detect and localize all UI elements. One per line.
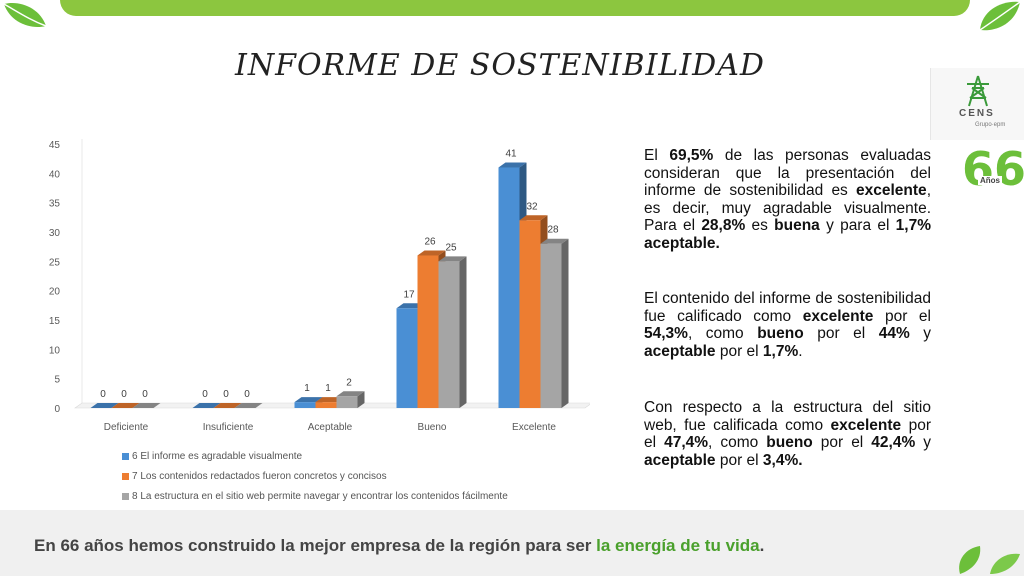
summary-paragraph-presentation: El 69,5% de las personas evaluadas consi… (644, 147, 932, 252)
legend-label-series-8: 8 La estructura en el sitio web permite … (132, 490, 508, 502)
bar (315, 402, 337, 408)
bar (417, 255, 439, 408)
x-tick-label: Bueno (418, 422, 447, 433)
bar-top (234, 403, 263, 408)
footer-tagline: En 66 años hemos construido la mejor emp… (34, 536, 765, 555)
anniversary-66-badge: 66 Años (960, 142, 1024, 200)
data-label: 28 (547, 225, 559, 236)
x-tick-label: Aceptable (308, 422, 353, 433)
anniversary-number: 66 (962, 142, 1024, 196)
summary-paragraph-structure: Con respecto a la estructura del sitio w… (644, 399, 931, 469)
y-tick-label: 5 (54, 375, 60, 386)
bar (540, 243, 562, 408)
bar (519, 220, 541, 408)
y-tick-label: 0 (54, 404, 60, 415)
bar-top (132, 403, 161, 408)
bar-side (459, 256, 467, 408)
data-label: 2 (346, 377, 352, 388)
bar (438, 261, 460, 408)
bar (336, 396, 358, 408)
legend-item-series-8: 8 La estructura en el sitio web permite … (122, 486, 508, 506)
top-decorative-bar (60, 0, 970, 16)
leaf-decoration-top-left-icon (3, 2, 47, 28)
leaf-decoration-top-right-icon (979, 1, 1021, 31)
bar-top (498, 162, 527, 168)
bar-side (357, 391, 365, 408)
data-label: 41 (505, 148, 517, 159)
x-tick-label: Insuficiente (203, 422, 254, 433)
bar-top (111, 403, 140, 408)
bar-top (519, 215, 548, 221)
legend-item-series-6: 6 El informe es agradable visualmente (122, 446, 508, 466)
bar-top (336, 391, 365, 397)
y-tick-label: 25 (49, 257, 61, 268)
data-label: 0 (244, 389, 250, 400)
data-label: 0 (100, 389, 106, 400)
legend-item-series-7: 7 Los contenidos redactados fueron concr… (122, 466, 508, 486)
leaf-decoration-bottom-right-icon (959, 546, 1020, 574)
data-label: 0 (223, 389, 229, 400)
x-tick-label: Deficiente (104, 422, 149, 433)
bar (396, 308, 418, 408)
y-tick-label: 40 (49, 169, 61, 180)
legend-label-series-6: 6 El informe es agradable visualmente (132, 450, 303, 462)
y-tick-label: 45 (49, 140, 61, 151)
x-tick-label: Excelente (512, 422, 556, 433)
data-label: 0 (202, 389, 208, 400)
data-label: 0 (121, 389, 127, 400)
legend-swatch-series-6 (122, 452, 129, 460)
y-tick-label: 35 (49, 199, 61, 210)
chart-legend: 6 El informe es agradable visualmente 7 … (122, 446, 508, 506)
y-tick-label: 10 (49, 345, 61, 356)
bar-top (90, 403, 119, 408)
legend-swatch-series-7 (122, 472, 129, 480)
data-label: 0 (142, 389, 148, 400)
bar-top (417, 250, 446, 256)
bar-top (438, 256, 467, 262)
cens-logo-text: CENS (959, 108, 995, 119)
bar-top (294, 397, 323, 403)
bar (294, 402, 316, 408)
data-label: 32 (526, 201, 538, 212)
legend-label-series-7: 7 Los contenidos redactados fueron concr… (132, 470, 387, 482)
data-label: 17 (403, 289, 415, 300)
grupo-epm-text: Grupo·epm (975, 122, 1006, 128)
bar-top (192, 403, 221, 408)
summary-paragraph-content: El contenido del informe de sostenibilid… (644, 290, 931, 360)
data-label: 25 (445, 242, 457, 253)
y-tick-label: 20 (49, 287, 61, 298)
anniversary-label: Años (978, 176, 1002, 185)
footer-band (0, 510, 1024, 576)
bar-top (540, 238, 569, 244)
bar-top (213, 403, 242, 408)
data-label: 26 (424, 236, 436, 247)
transmission-tower-icon (967, 75, 989, 107)
page-title: INFORME DE SOSTENIBILIDAD (235, 48, 765, 83)
y-tick-label: 15 (49, 316, 61, 327)
cens-logo: CENS Grupo·epm (930, 68, 1024, 140)
y-tick-label: 30 (49, 228, 61, 239)
bar-side (561, 238, 569, 408)
data-label: 1 (325, 383, 331, 394)
bar (498, 167, 520, 408)
legend-swatch-series-8 (122, 492, 129, 500)
bar-chart: 0 5 10 15 20 25 30 35 40 45 0 0 0 Deficiente 0 0 0 Insufi… (49, 139, 590, 433)
data-label: 1 (304, 383, 310, 394)
